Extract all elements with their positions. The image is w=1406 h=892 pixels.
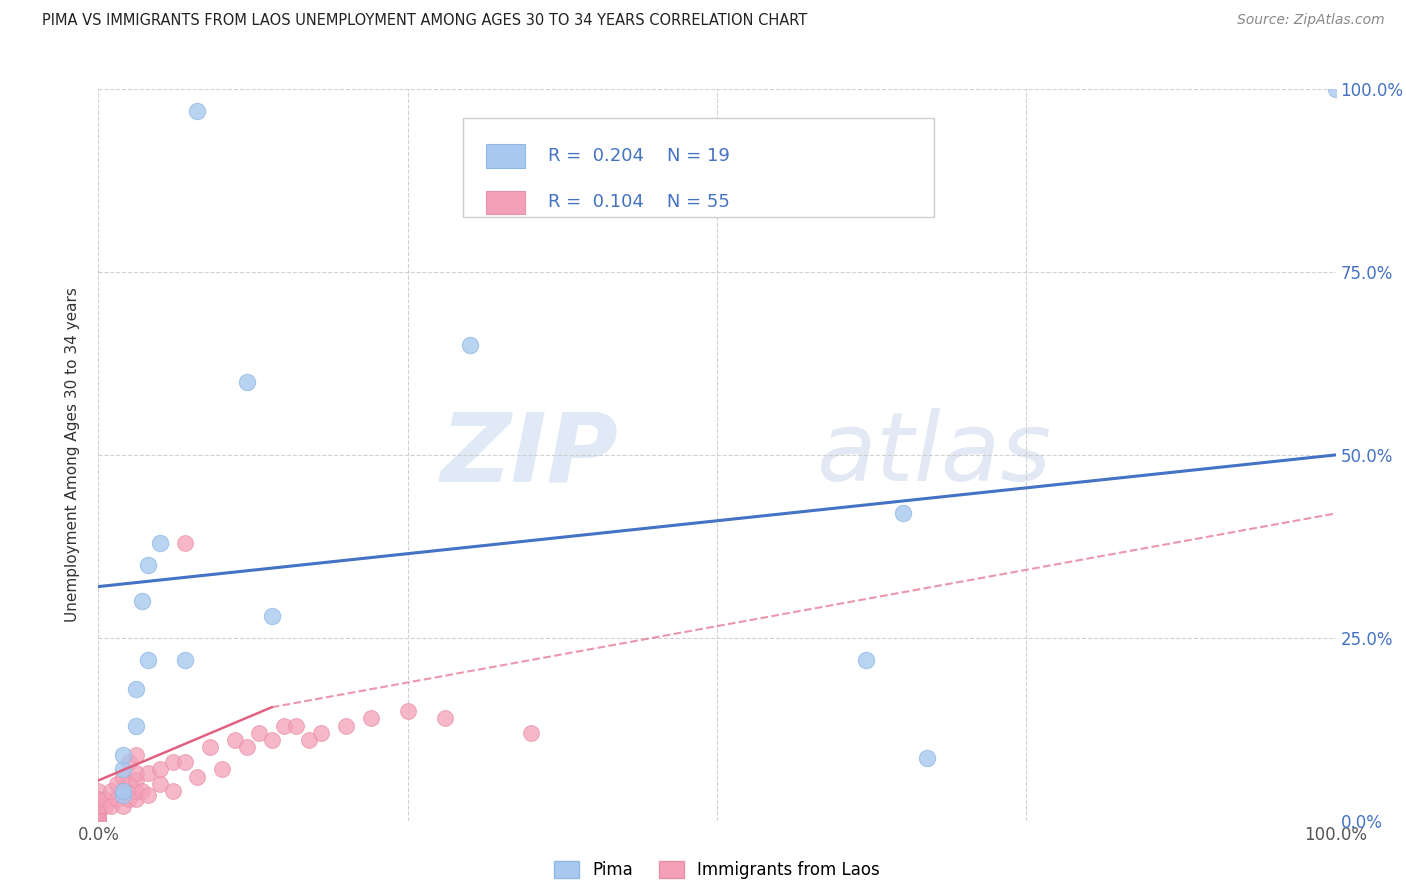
Point	[186, 104, 208, 119]
Text: Source: ZipAtlas.com: Source: ZipAtlas.com	[1237, 13, 1385, 28]
Point	[174, 653, 197, 667]
Point	[186, 770, 208, 784]
Point	[174, 535, 197, 549]
Y-axis label: Unemployment Among Ages 30 to 34 years: Unemployment Among Ages 30 to 34 years	[65, 287, 80, 623]
Text: R =  0.104    N = 55: R = 0.104 N = 55	[547, 194, 730, 211]
Point	[87, 814, 110, 828]
Point	[87, 791, 110, 805]
Point	[458, 338, 481, 352]
Point	[100, 799, 122, 814]
Point	[855, 653, 877, 667]
Point	[87, 784, 110, 798]
Point	[87, 810, 110, 824]
Point	[285, 718, 308, 732]
Point	[224, 733, 246, 747]
Point	[917, 751, 939, 765]
Point	[136, 766, 159, 780]
FancyBboxPatch shape	[485, 191, 526, 214]
FancyBboxPatch shape	[464, 119, 934, 218]
Point	[124, 784, 146, 798]
Point	[260, 733, 283, 747]
Point	[273, 718, 295, 732]
Legend: Pima, Immigrants from Laos: Pima, Immigrants from Laos	[548, 854, 886, 886]
Point	[360, 711, 382, 725]
Point	[100, 784, 122, 798]
Point	[136, 558, 159, 572]
Point	[112, 784, 135, 798]
Point	[236, 740, 259, 755]
Point	[136, 788, 159, 802]
Point	[87, 791, 110, 805]
Point	[309, 726, 332, 740]
Point	[87, 803, 110, 817]
Point	[124, 681, 146, 696]
Point	[118, 777, 141, 791]
Point	[105, 777, 128, 791]
Point	[136, 653, 159, 667]
Point	[93, 791, 115, 805]
Text: PIMA VS IMMIGRANTS FROM LAOS UNEMPLOYMENT AMONG AGES 30 TO 34 YEARS CORRELATION : PIMA VS IMMIGRANTS FROM LAOS UNEMPLOYMEN…	[42, 13, 807, 29]
Point	[118, 755, 141, 769]
Point	[149, 777, 172, 791]
Point	[87, 803, 110, 817]
Point	[124, 747, 146, 762]
Point	[112, 799, 135, 814]
Point	[87, 814, 110, 828]
Point	[149, 535, 172, 549]
Point	[891, 507, 914, 521]
Point	[112, 784, 135, 798]
Point	[124, 718, 146, 732]
Point	[131, 784, 153, 798]
Point	[149, 763, 172, 777]
Point	[131, 594, 153, 608]
Point	[174, 755, 197, 769]
Point	[260, 608, 283, 623]
Point	[87, 799, 110, 814]
Point	[87, 806, 110, 821]
Point	[1324, 82, 1347, 96]
Point	[112, 788, 135, 802]
Point	[87, 799, 110, 814]
Text: atlas: atlas	[815, 409, 1052, 501]
Point	[335, 718, 357, 732]
Point	[520, 726, 543, 740]
Point	[162, 755, 184, 769]
Point	[236, 375, 259, 389]
FancyBboxPatch shape	[485, 145, 526, 168]
Point	[112, 747, 135, 762]
Point	[112, 770, 135, 784]
Text: ZIP: ZIP	[440, 409, 619, 501]
Point	[396, 704, 419, 718]
Point	[118, 791, 141, 805]
Point	[87, 810, 110, 824]
Text: R =  0.204    N = 19: R = 0.204 N = 19	[547, 147, 730, 165]
Point	[198, 740, 221, 755]
Point	[124, 773, 146, 788]
Point	[87, 806, 110, 821]
Point	[162, 784, 184, 798]
Point	[124, 766, 146, 780]
Point	[211, 763, 233, 777]
Point	[93, 799, 115, 814]
Point	[124, 791, 146, 805]
Point	[247, 726, 270, 740]
Point	[433, 711, 456, 725]
Point	[298, 733, 321, 747]
Point	[112, 763, 135, 777]
Point	[105, 791, 128, 805]
